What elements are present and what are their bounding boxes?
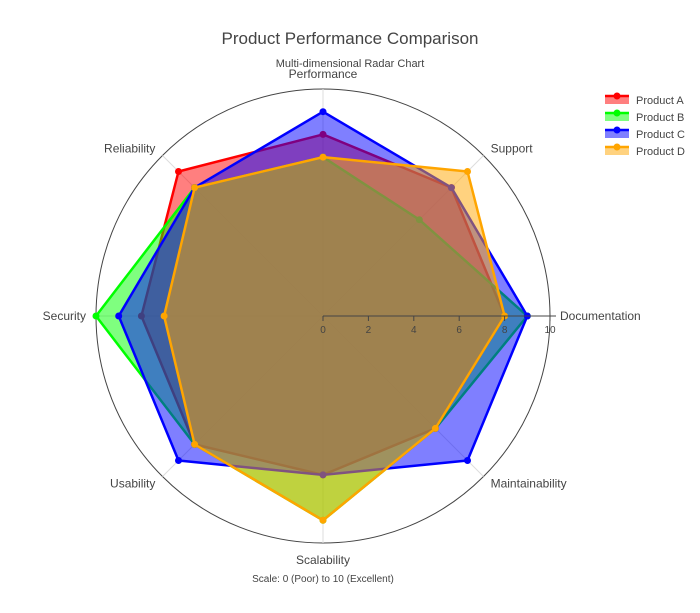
legend-label: Product C bbox=[636, 129, 685, 141]
axis-label-performance: Performance bbox=[289, 67, 358, 81]
data-point bbox=[191, 184, 199, 192]
series-area bbox=[162, 155, 506, 522]
legend-item[interactable]: Product B bbox=[605, 109, 684, 125]
data-point bbox=[92, 312, 100, 320]
axis-label-maintainability: Maintainability bbox=[491, 477, 567, 491]
data-point bbox=[464, 168, 471, 175]
legend-swatch bbox=[605, 147, 629, 155]
legend-label: Product A bbox=[636, 95, 684, 107]
legend[interactable]: Product A Product B Product C Product D bbox=[605, 92, 685, 159]
radial-tick-label: 4 bbox=[411, 325, 417, 336]
legend-swatch bbox=[605, 96, 629, 104]
radial-tick-label: 6 bbox=[456, 325, 462, 336]
legend-marker bbox=[613, 126, 621, 134]
data-point bbox=[160, 312, 168, 320]
data-point bbox=[431, 424, 439, 432]
radial-tick-label: 10 bbox=[544, 325, 556, 336]
axis-label-scalability: Scalability bbox=[296, 553, 350, 567]
legend-item[interactable]: Product A bbox=[605, 92, 684, 108]
legend-swatch bbox=[605, 113, 629, 121]
axis-label-reliability: Reliability bbox=[104, 141, 155, 155]
axis-label-usability: Usability bbox=[110, 477, 155, 491]
angular-axis-labels: Performance Support Documentation Maintaina… bbox=[43, 67, 641, 567]
radial-tick-label: 2 bbox=[366, 325, 372, 336]
axis-label-security: Security bbox=[43, 309, 86, 323]
legend-swatch bbox=[605, 130, 629, 138]
radial-axis: 0 2 4 6 8 10 bbox=[320, 315, 556, 336]
legend-marker bbox=[613, 92, 621, 100]
legend-item[interactable]: Product C bbox=[605, 126, 685, 142]
data-point bbox=[175, 457, 182, 464]
legend-item[interactable]: Product D bbox=[605, 143, 685, 159]
axis-label-support: Support bbox=[491, 141, 534, 155]
chart-title: Product Performance Comparison bbox=[221, 29, 478, 48]
axis-label-documentation: Documentation bbox=[560, 309, 641, 323]
data-point bbox=[319, 153, 327, 161]
data-point bbox=[115, 312, 123, 320]
legend-marker bbox=[613, 143, 621, 151]
series-product-d bbox=[160, 153, 509, 524]
chart-footer: Scale: 0 (Poor) to 10 (Excellent) bbox=[252, 574, 394, 585]
chart-subtitle: Multi-dimensional Radar Chart bbox=[276, 58, 425, 70]
legend-label: Product D bbox=[636, 146, 685, 158]
data-point bbox=[175, 168, 182, 175]
series-layer bbox=[92, 108, 531, 524]
radial-tick-label: 8 bbox=[502, 325, 508, 336]
data-point bbox=[319, 516, 327, 524]
data-point bbox=[319, 108, 327, 116]
radial-tick-label: 0 bbox=[320, 325, 326, 336]
legend-marker bbox=[613, 109, 621, 117]
legend-label: Product B bbox=[636, 112, 684, 124]
data-point bbox=[464, 457, 471, 464]
data-point bbox=[191, 440, 199, 448]
